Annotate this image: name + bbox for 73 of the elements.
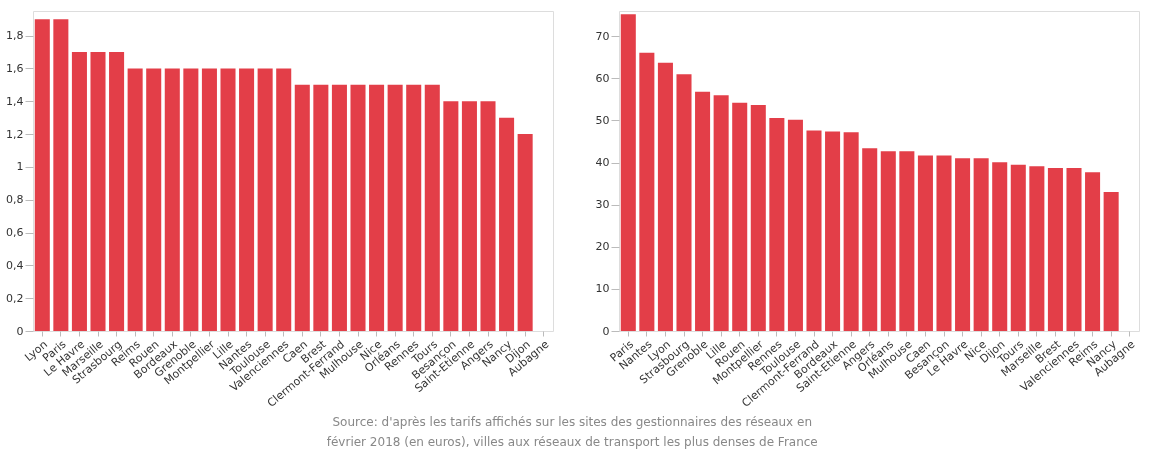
bar <box>480 101 496 331</box>
bar <box>769 117 785 331</box>
bar <box>294 84 310 331</box>
y-tick-label: 0,4 <box>6 258 24 272</box>
bar <box>331 84 347 331</box>
bar <box>676 74 692 331</box>
y-tick-label: 1 <box>16 160 24 174</box>
bar <box>1029 166 1045 331</box>
y-tick-label: 20 <box>595 240 610 254</box>
bar <box>461 101 477 331</box>
bar <box>90 52 106 331</box>
bar <box>164 68 180 331</box>
bar <box>657 62 673 331</box>
bar <box>936 155 952 331</box>
bar <box>1047 168 1063 331</box>
y-tick-label: 10 <box>595 282 610 296</box>
bar <box>973 158 989 331</box>
bar <box>406 84 422 331</box>
bar <box>955 158 971 331</box>
bar <box>220 68 236 331</box>
y-tick-label: 1,2 <box>6 127 24 141</box>
bar <box>276 68 292 331</box>
bar <box>732 102 748 331</box>
y-tick-label: 60 <box>595 71 610 85</box>
bar <box>917 155 933 331</box>
bar <box>517 134 533 331</box>
bar <box>34 19 50 331</box>
y-tick-label: 1,6 <box>6 61 24 75</box>
y-tick-label: 70 <box>595 29 610 43</box>
bar <box>350 84 366 331</box>
bar <box>183 68 199 331</box>
bar <box>201 68 217 331</box>
bar <box>424 84 440 331</box>
y-tick-label: 40 <box>595 156 610 170</box>
bar <box>109 52 125 331</box>
bar <box>257 68 273 331</box>
bar <box>127 68 143 331</box>
bar <box>620 14 636 331</box>
bar <box>1066 168 1082 331</box>
bar <box>750 104 766 331</box>
bar <box>843 132 859 331</box>
y-tick-label: 1,8 <box>6 29 24 43</box>
bar <box>787 119 803 331</box>
bar <box>239 68 255 331</box>
bar <box>313 84 329 331</box>
bar <box>880 151 896 331</box>
bar <box>806 130 822 331</box>
bar <box>1085 172 1101 331</box>
bar <box>1103 192 1119 331</box>
bar <box>825 131 841 331</box>
y-tick-label: 1,4 <box>6 94 24 108</box>
bar <box>53 19 69 331</box>
y-tick-label: 50 <box>595 113 610 127</box>
y-tick-label: 0,6 <box>6 226 24 240</box>
y-tick-label: 0,8 <box>6 193 24 207</box>
bar <box>369 84 385 331</box>
y-tick-label: 30 <box>595 198 610 212</box>
bar <box>899 151 915 331</box>
bar <box>992 162 1008 331</box>
bar <box>713 95 729 331</box>
bar <box>639 52 655 331</box>
source-note: Source: d'après les tarifs affichés sur les sites des gestionnaires des réseaux en février 2018 (en euros), villes aux réseaux de transport les plus denses de France <box>326 415 818 449</box>
bar <box>695 91 711 331</box>
bar <box>499 117 515 331</box>
y-tick-label: 0 <box>16 324 24 338</box>
y-tick-label: 0,2 <box>6 291 24 305</box>
y-tick-label: 0 <box>602 324 610 338</box>
bar <box>387 84 403 331</box>
bar <box>146 68 162 331</box>
bar <box>71 52 87 331</box>
bar <box>443 101 459 331</box>
bar <box>1010 164 1026 331</box>
bar <box>862 148 878 331</box>
